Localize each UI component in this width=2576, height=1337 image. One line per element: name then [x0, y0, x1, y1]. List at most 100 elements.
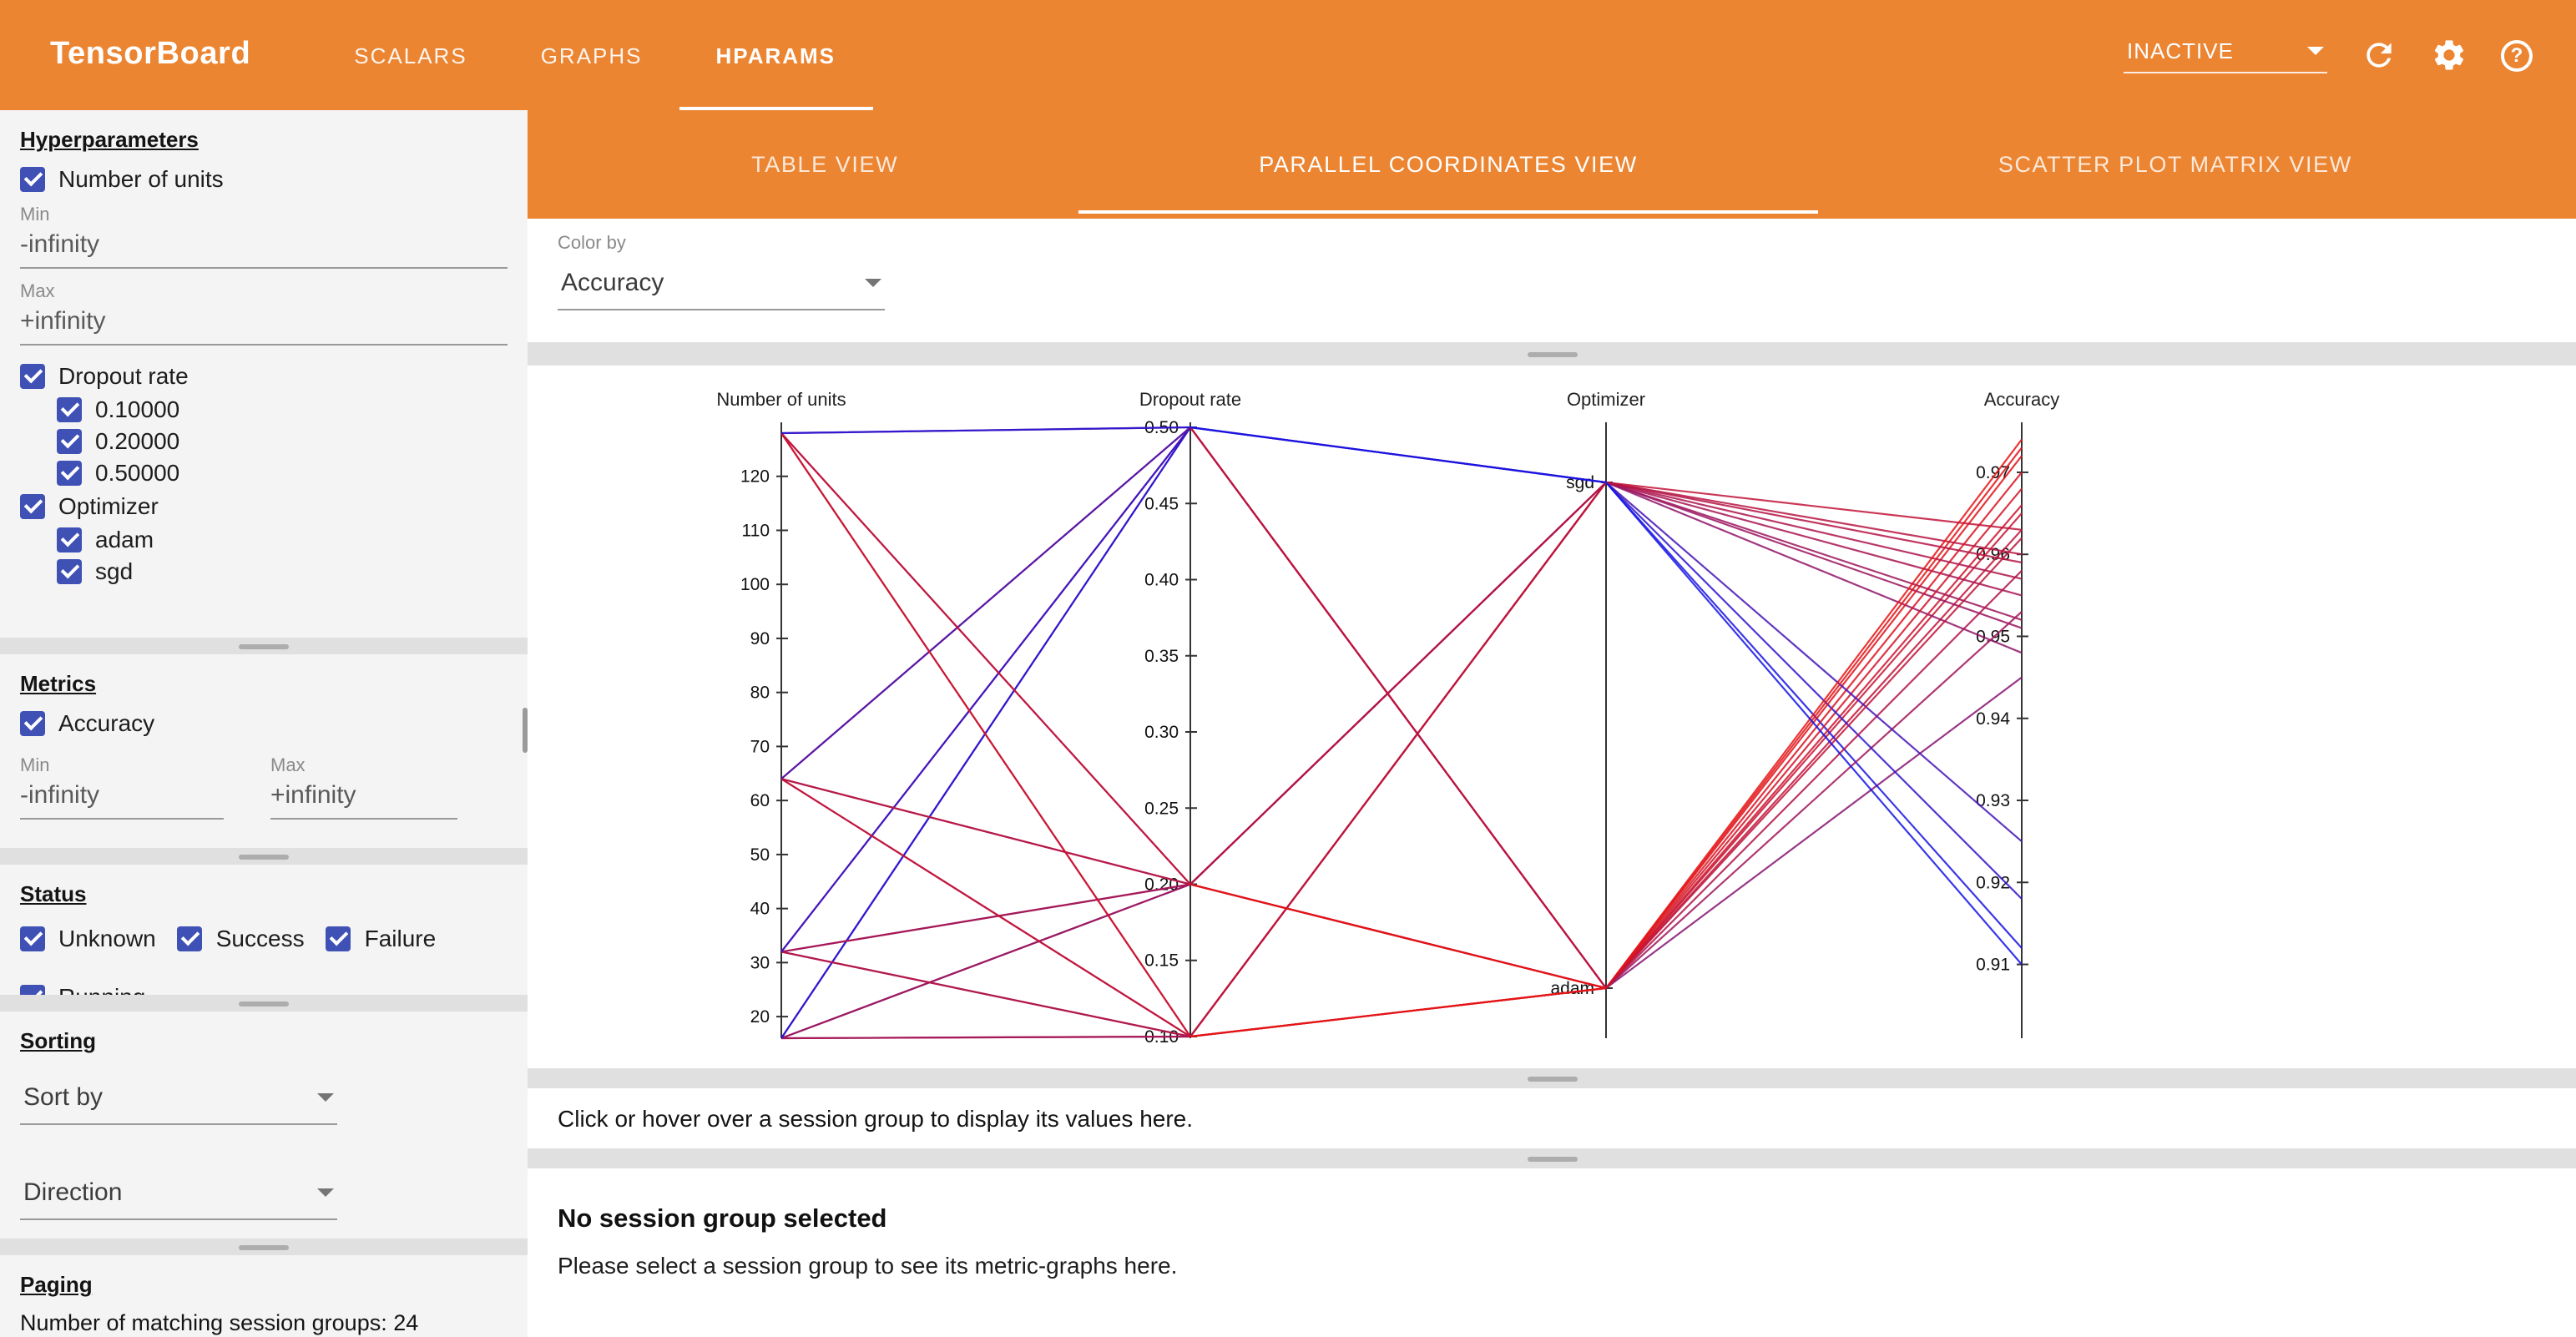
refresh-icon[interactable]: [2361, 37, 2397, 73]
resize-handle[interactable]: [239, 1244, 289, 1249]
chevron-down-icon: [317, 1188, 334, 1197]
checkbox-icon[interactable]: [20, 363, 45, 388]
help-glyph: ?: [2510, 43, 2523, 67]
color-by-label: Color by: [558, 234, 626, 254]
tick-label: 120: [740, 467, 770, 487]
session-line[interactable]: [780, 472, 2023, 990]
session-line[interactable]: [780, 481, 2023, 885]
resize-handle[interactable]: [239, 643, 289, 648]
metric-max-input[interactable]: +infinity: [270, 776, 457, 820]
panel-gap: [528, 1148, 2576, 1168]
resize-handle[interactable]: [1527, 1156, 1577, 1161]
tick-label: 0.40: [1144, 571, 1179, 590]
hparam-dropout-rate[interactable]: Dropout rate: [20, 362, 508, 389]
checkbox-icon[interactable]: [20, 984, 45, 995]
status-success[interactable]: Success: [177, 925, 305, 951]
tab-scalars[interactable]: SCALARS: [354, 43, 467, 68]
tab-table-view[interactable]: TABLE VIEW: [751, 152, 899, 177]
checkbox-label: Dropout rate: [58, 362, 189, 389]
resize-handle[interactable]: [239, 1001, 289, 1006]
tab-scatter-plot-matrix-view[interactable]: SCATTER PLOT MATRIX VIEW: [1998, 152, 2352, 177]
hparam-number-of-units[interactable]: Number of units: [20, 165, 508, 192]
max-label: Max: [20, 282, 55, 302]
metric-min-max-row: Min -infinity Max +infinity: [20, 743, 508, 820]
empty-state-subtitle: Please select a session group to see its…: [558, 1252, 1178, 1279]
sidebar-resize-handle[interactable]: [523, 708, 528, 753]
reload-status-dropdown[interactable]: INACTIVE: [2124, 38, 2327, 73]
resize-handle[interactable]: [1527, 351, 1577, 356]
tick-label: 0.91: [1976, 956, 2010, 975]
main-nav: SCALARS GRAPHS HPARAMS: [317, 0, 872, 110]
checkbox-icon[interactable]: [57, 460, 82, 485]
session-line[interactable]: [780, 432, 2023, 886]
session-line[interactable]: [780, 426, 2023, 1039]
sort-by-value: Sort by: [23, 1083, 104, 1112]
status-running[interactable]: Running: [20, 983, 145, 995]
resize-handle[interactable]: [1527, 1076, 1577, 1081]
chevron-down-icon: [2307, 46, 2324, 54]
dropout-value-option[interactable]: 0.50000: [57, 459, 508, 486]
session-line[interactable]: [780, 481, 2023, 953]
gear-icon[interactable]: [2431, 37, 2467, 73]
metrics-heading: Metrics: [20, 671, 97, 696]
checkbox-icon[interactable]: [177, 926, 203, 951]
color-by-dropdown[interactable]: Accuracy: [558, 262, 885, 310]
session-line[interactable]: [780, 432, 2023, 1038]
tick-label: 90: [750, 629, 770, 648]
session-line[interactable]: [780, 504, 2023, 990]
tab-hparams[interactable]: HPARAMS: [679, 0, 873, 110]
resize-handle[interactable]: [239, 854, 289, 859]
tab-parallel-coordinates-view[interactable]: PARALLEL COORDINATES VIEW: [1078, 110, 1818, 219]
checkbox-label: Running: [58, 983, 145, 995]
checkbox-icon[interactable]: [57, 558, 82, 583]
session-line[interactable]: [780, 512, 2023, 1040]
topbar-actions: INACTIVE ?: [2124, 0, 2533, 110]
tick-label: 0.15: [1144, 951, 1179, 971]
session-line[interactable]: [780, 426, 2023, 1039]
dropout-values: 0.10000 0.20000 0.50000: [57, 396, 508, 486]
session-line[interactable]: [780, 487, 2023, 1038]
parallel-coordinates-chart[interactable]: Number of units 20 30 40 50 60 70 80 90 100 110 120…: [528, 366, 2576, 1068]
session-line[interactable]: [780, 426, 2023, 966]
session-values-hint: Click or hover over a session group to d…: [528, 1088, 2576, 1148]
help-icon[interactable]: ?: [2501, 39, 2533, 71]
chevron-down-icon: [865, 279, 881, 287]
hparam-optimizer[interactable]: Optimizer: [20, 492, 508, 519]
units-min-input[interactable]: -infinity: [20, 225, 508, 269]
panel-gap: [0, 995, 528, 1012]
top-bar: TensorBoard SCALARS GRAPHS HPARAMS INACT…: [0, 0, 2576, 110]
checkbox-icon[interactable]: [57, 428, 82, 453]
min-label: Min: [20, 756, 50, 776]
session-line[interactable]: [780, 455, 2023, 1038]
panel-gap: [0, 848, 528, 865]
session-line[interactable]: [780, 529, 2023, 1040]
units-max-input[interactable]: +infinity: [20, 302, 508, 346]
checkbox-icon[interactable]: [20, 710, 45, 735]
checkbox-icon[interactable]: [326, 926, 351, 951]
optimizer-value-option[interactable]: adam: [57, 526, 508, 552]
checkbox-icon[interactable]: [57, 527, 82, 552]
direction-dropdown[interactable]: Direction: [20, 1172, 337, 1220]
optimizer-value-option[interactable]: sgd: [57, 558, 508, 584]
session-line[interactable]: [780, 432, 2023, 990]
app-title[interactable]: TensorBoard: [50, 37, 251, 72]
checkbox-icon[interactable]: [20, 166, 45, 191]
max-label: Max: [270, 756, 306, 776]
axis-title: Dropout rate: [1139, 389, 1241, 410]
metric-accuracy[interactable]: Accuracy: [20, 709, 508, 736]
checkbox-icon[interactable]: [57, 396, 82, 421]
status-failure[interactable]: Failure: [326, 925, 436, 951]
metric-min-input[interactable]: -infinity: [20, 776, 224, 820]
dropout-value-option[interactable]: 0.10000: [57, 396, 508, 422]
checkbox-icon[interactable]: [20, 493, 45, 518]
dropout-value-option[interactable]: 0.20000: [57, 427, 508, 454]
tab-graphs[interactable]: GRAPHS: [540, 43, 643, 68]
tick-label: 0.45: [1144, 494, 1179, 513]
tick-label: 20: [750, 1007, 770, 1027]
checkbox-label: Number of units: [58, 165, 224, 192]
checkbox-icon[interactable]: [20, 926, 45, 951]
status-unknown[interactable]: Unknown: [20, 925, 156, 951]
sort-by-dropdown[interactable]: Sort by: [20, 1077, 337, 1125]
axis-title: Number of units: [716, 389, 846, 410]
